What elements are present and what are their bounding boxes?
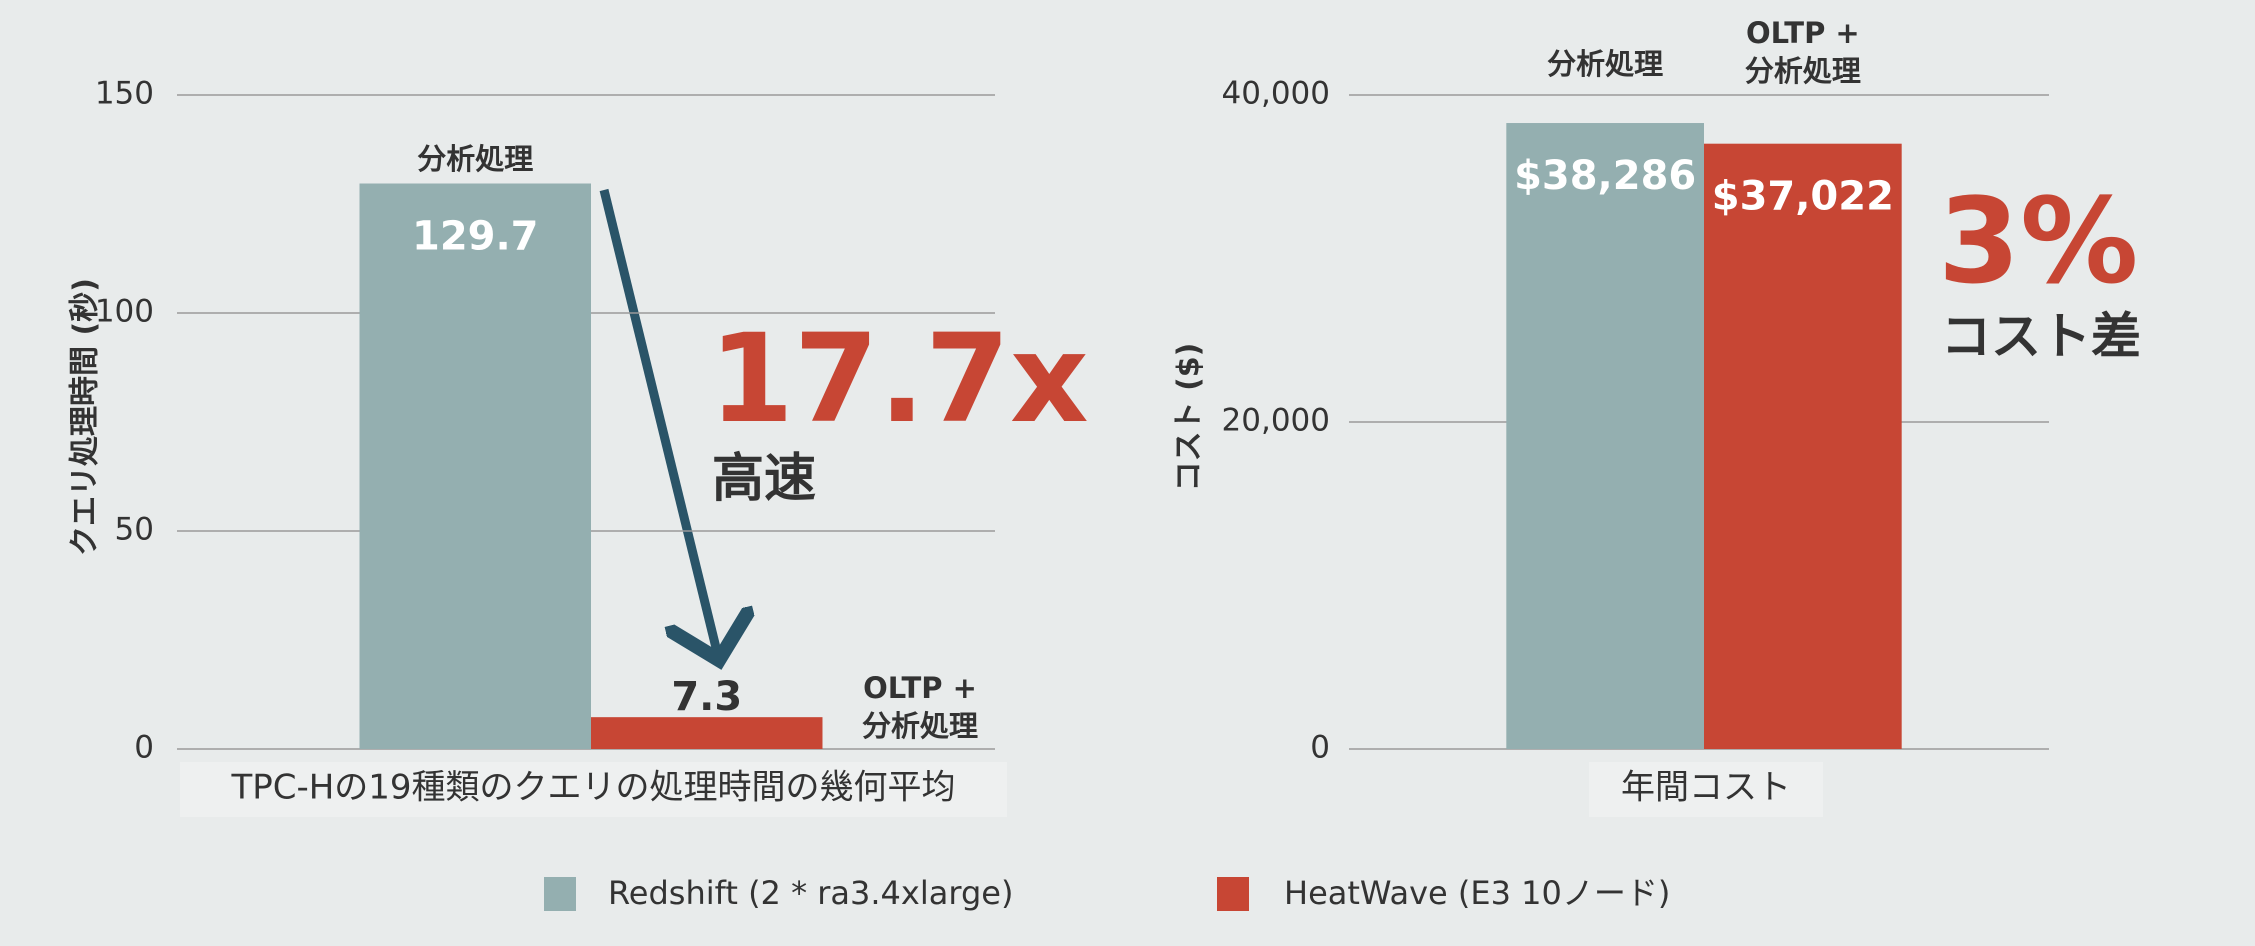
legend-swatch <box>1217 877 1249 911</box>
y-axis-label: クエリ処理時間 (秒) <box>68 278 103 556</box>
legend-label: Redshift (2 * ra3.4xlarge) <box>608 874 1013 912</box>
y-tick-label: 150 <box>95 76 154 112</box>
bar-label: OLTP + <box>863 671 977 705</box>
bar <box>591 717 823 749</box>
value-label: $38,286 <box>1514 153 1696 199</box>
category-box <box>1589 762 1823 817</box>
y-tick-label: 100 <box>95 294 154 330</box>
bar <box>359 183 591 749</box>
bar <box>1506 123 1704 749</box>
y-tick-label: 50 <box>115 512 154 548</box>
y-tick-label: 20,000 <box>1222 403 1330 439</box>
legend-label: HeatWave (E3 10ノード) <box>1284 874 1670 912</box>
y-axis-label: コスト ($) <box>1172 343 1207 492</box>
x-tick-label: 年間コスト <box>1621 768 1791 808</box>
value-label: $37,022 <box>1712 174 1894 220</box>
x-tick-label: TPC-Hの19種類のクエリの処理時間の幾何平均 <box>230 768 955 808</box>
bar-label: 分析処理 <box>1547 47 1663 81</box>
bar-label: 分析処理 <box>1745 54 1861 88</box>
bar-label: OLTP + <box>1746 16 1860 50</box>
y-tick-label: 0 <box>134 730 154 766</box>
arrow <box>599 188 719 660</box>
annotation: 17.7x <box>709 308 1089 450</box>
y-tick-label: 0 <box>1310 730 1330 766</box>
annotation: 3% <box>1938 172 2138 310</box>
annotation: 高速 <box>712 449 816 509</box>
bar-label: 分析処理 <box>862 709 978 743</box>
bar-label: 分析処理 <box>417 142 533 176</box>
legend-swatch <box>544 877 576 911</box>
category-box <box>180 762 1007 817</box>
bar <box>1704 143 1902 749</box>
value-label: 7.3 <box>671 674 742 720</box>
value-label: 129.7 <box>412 214 539 260</box>
annotation: コスト差 <box>1941 308 2141 366</box>
y-tick-label: 40,000 <box>1222 76 1330 112</box>
